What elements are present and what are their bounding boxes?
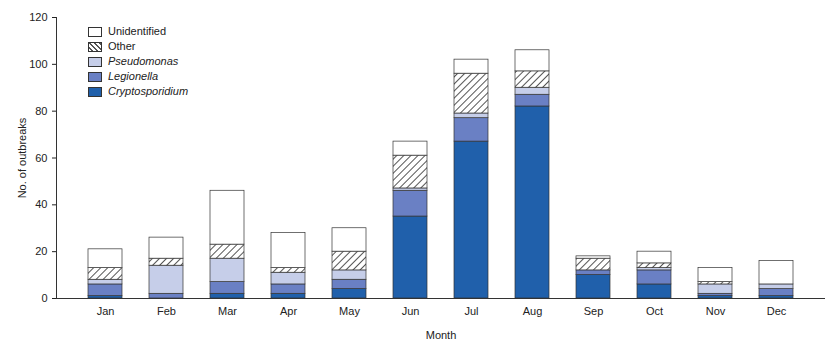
svg-text:0: 0	[41, 292, 47, 304]
svg-text:Nov: Nov	[706, 305, 726, 317]
svg-text:May: May	[339, 305, 360, 317]
svg-text:Mar: Mar	[218, 305, 237, 317]
svg-text:60: 60	[35, 152, 47, 164]
svg-text:100: 100	[29, 58, 47, 70]
html-text:Legionella: Legionella	[108, 70, 159, 82]
svg-text:Aug: Aug	[523, 305, 543, 317]
html-text:Pseudomonas: Pseudomonas	[108, 55, 179, 67]
svg-text:Sep: Sep	[584, 305, 604, 317]
svg-text:No. of outbreaks: No. of outbreaks	[16, 117, 28, 198]
svg-text:Month: Month	[426, 329, 457, 341]
svg-text:Jul: Jul	[464, 305, 478, 317]
svg-text:120: 120	[29, 11, 47, 23]
html-text:Cryptosporidium: Cryptosporidium	[108, 85, 189, 97]
svg-text:Apr: Apr	[280, 305, 297, 317]
html-text:Unidentified: Unidentified	[108, 25, 167, 37]
svg-text:Jun: Jun	[402, 305, 420, 317]
svg-text:80: 80	[35, 105, 47, 117]
svg-text:20: 20	[35, 245, 47, 257]
html-text:Other: Other	[108, 40, 136, 52]
svg-text:Oct: Oct	[646, 305, 663, 317]
svg-text:Feb: Feb	[157, 305, 176, 317]
svg-text:40: 40	[35, 198, 47, 210]
svg-text:Dec: Dec	[767, 305, 787, 317]
svg-text:Jan: Jan	[97, 305, 115, 317]
